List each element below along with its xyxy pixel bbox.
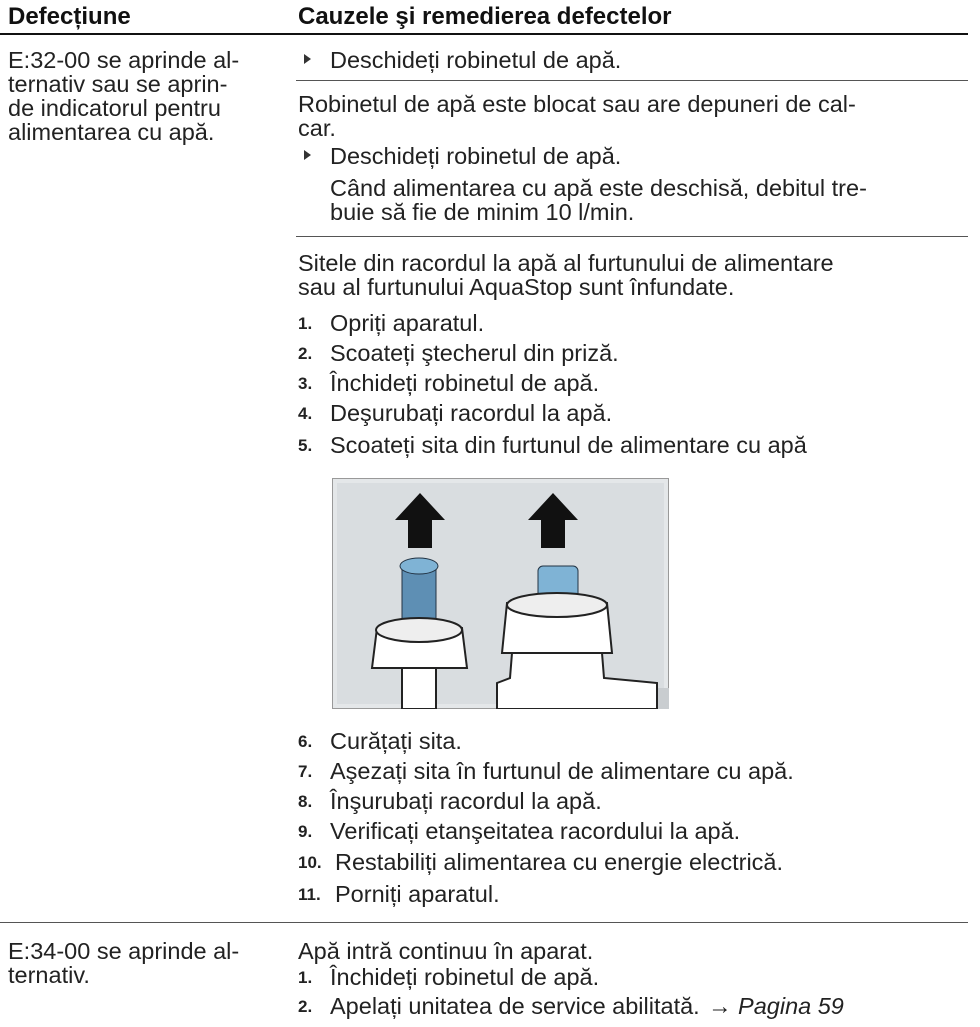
fault-text: de indicatorul pentru [8, 95, 221, 121]
cause-text: sau al furtunului AquaStop sunt înfundat… [298, 274, 735, 300]
action: Deschideți robinetul de apă. [330, 47, 622, 73]
column-header: Defecțiune [8, 3, 131, 30]
step-text: Porniți aparatul. [335, 881, 500, 907]
separator [296, 80, 968, 81]
cause-text: car. [298, 115, 336, 141]
step-number: 6. [298, 732, 313, 751]
arrow [528, 493, 578, 548]
background [337, 483, 664, 704]
column-header: Cauzele şi remedierea defectelor [298, 3, 672, 30]
step-text: Deşurubați racordul la apă. [330, 400, 613, 426]
bottle [496, 652, 658, 709]
bullets [304, 54, 311, 160]
step-number: 1. [298, 314, 313, 333]
step-number: 8. [298, 792, 313, 811]
bullet [304, 54, 311, 64]
step-number: 2. [298, 997, 313, 1016]
fault-text: alimentarea cu apă. [8, 119, 215, 145]
step-text: Restabiliți alimentarea cu energie elect… [335, 849, 784, 875]
page-link[interactable]: → Pagina 59 [708, 993, 844, 1019]
fault-text: ternativ. [8, 962, 90, 988]
step-text: Scoateți ştecherul din priză. [330, 340, 619, 366]
step-text: Verificați etanşeitatea racordului la ap… [330, 818, 741, 844]
step-number: 9. [298, 822, 313, 841]
cause-text: Apă intră continuu în aparat. [298, 938, 594, 964]
step-text: Opriți aparatul. [330, 310, 485, 336]
step-text: Aşezați sita în furtunul de alimentare c… [330, 758, 794, 784]
step-number: 10. [298, 853, 322, 872]
step-number: 7. [298, 762, 313, 781]
step-text: Înşurubați racordul la apă. [330, 788, 602, 814]
fault-text: E:32-00 se aprinde al- [8, 47, 240, 73]
step-number: 3. [298, 374, 313, 393]
step-number: 2. [298, 344, 313, 363]
step-number: 1. [298, 968, 313, 987]
fault-text: E:34-00 se aprinde al- [8, 938, 240, 964]
step-text: Scoateți sita din furtunul de alimentare… [330, 432, 807, 458]
step-number: 4. [298, 404, 313, 423]
hose [401, 667, 437, 709]
fault-text: ternativ sau se aprin- [8, 71, 228, 97]
filter-top [399, 557, 439, 575]
action: Deschideți robinetul de apă. [330, 143, 622, 169]
cause-text: Robinetul de apă este blocat sau are dep… [298, 91, 856, 117]
nut-top [506, 592, 608, 618]
step-number: 5. [298, 436, 313, 455]
note: buie să fie de minim 10 l/min. [330, 199, 635, 225]
note: Când alimentarea cu apă este deschisă, d… [330, 175, 867, 201]
illustration [332, 478, 669, 709]
step-text: Închideți robinetul de apă. [330, 370, 600, 396]
step-number: 11. [298, 885, 321, 904]
header-rule [0, 33, 968, 35]
nut-top [375, 617, 463, 643]
step-text: Apelați unitatea de service abilitată. [330, 993, 700, 1019]
separator [0, 922, 968, 923]
step-text: Închideți robinetul de apă. [330, 964, 600, 990]
separator [296, 236, 968, 237]
arrow [395, 493, 445, 548]
cause-text: Sitele din racordul la apă al furtunului… [298, 250, 834, 276]
step-text: Curățați sita. [330, 728, 462, 754]
bullet [304, 150, 311, 160]
